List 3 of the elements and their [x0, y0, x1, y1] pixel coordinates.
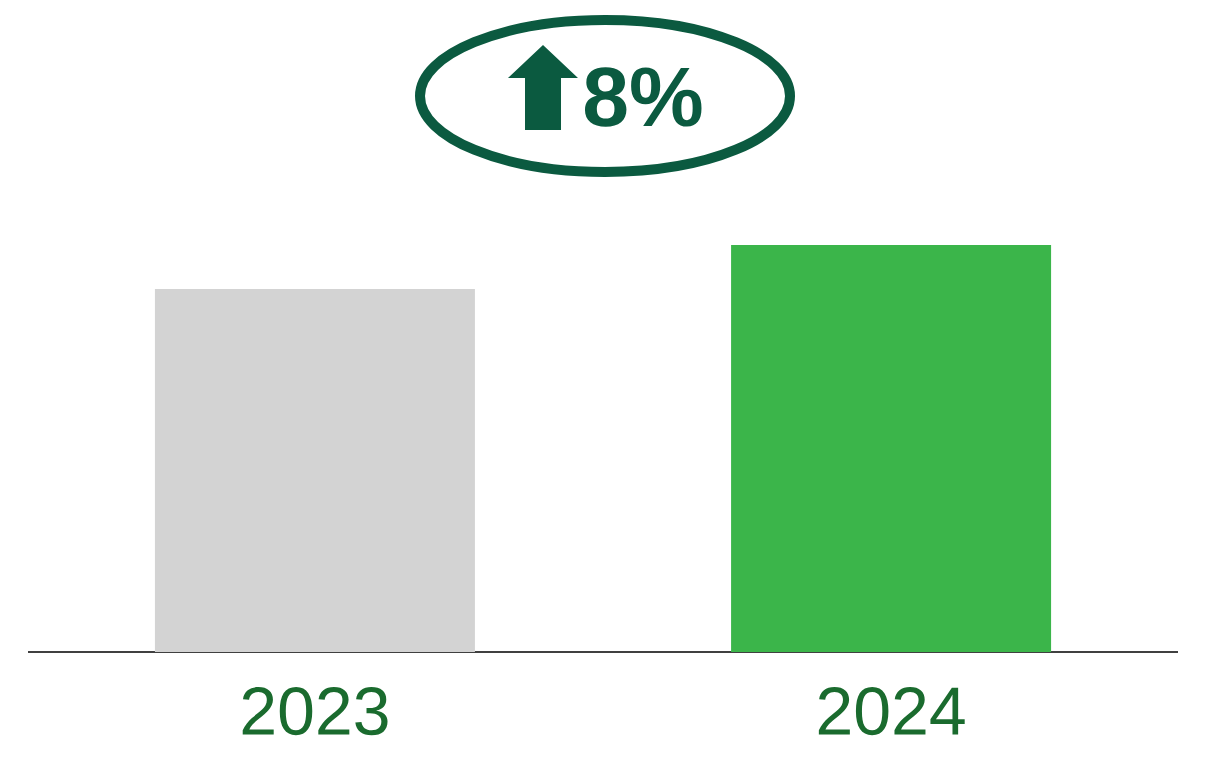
- text: 8%: [584, 67, 702, 127]
- x-tick-label: 2024: [818, 687, 965, 736]
- x-tick-label: 2023: [242, 687, 388, 736]
